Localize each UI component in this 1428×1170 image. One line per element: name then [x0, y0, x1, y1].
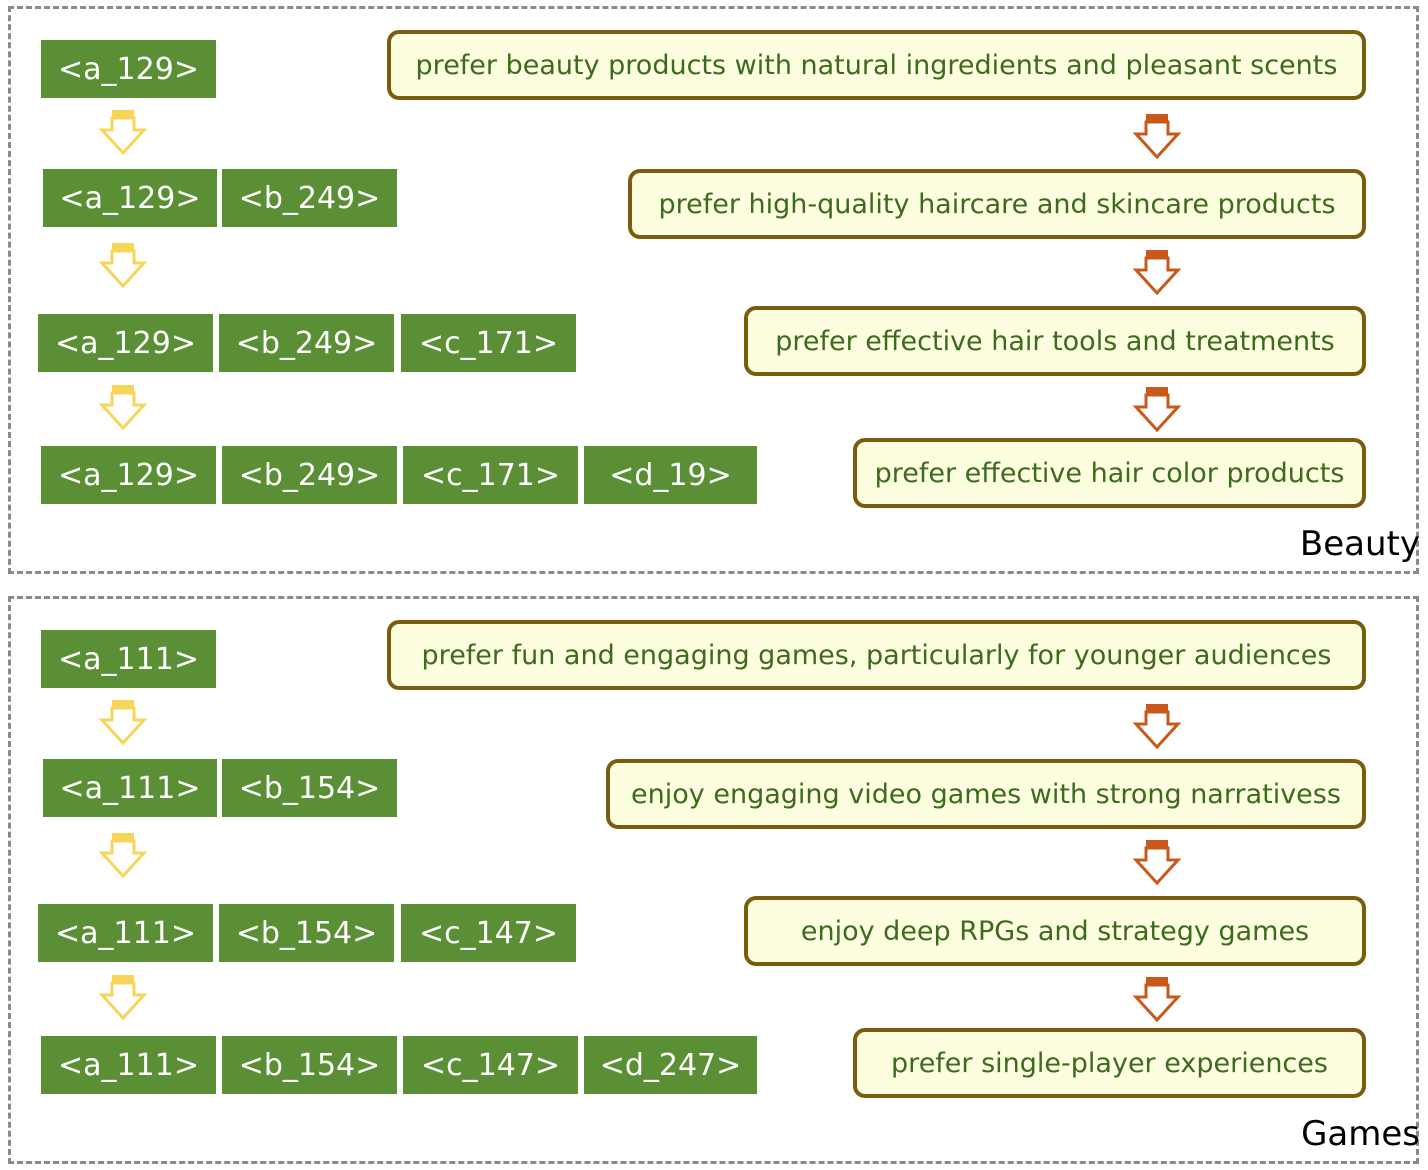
token: <d_247>: [584, 1036, 757, 1094]
down-arrow-icon: [1132, 704, 1182, 750]
description-box: prefer single-player experiences: [853, 1028, 1366, 1098]
down-arrow-icon: [98, 110, 148, 156]
description-box: prefer effective hair tools and treatmen…: [744, 306, 1366, 376]
down-arrow-icon: [98, 243, 148, 289]
down-arrow-icon: [1132, 387, 1182, 433]
token: <a_129>: [43, 169, 217, 227]
token: <c_147>: [401, 904, 576, 962]
down-arrow-icon: [98, 700, 148, 746]
down-arrow-icon: [1132, 840, 1182, 886]
description-box: enjoy engaging video games with strong n…: [606, 759, 1366, 829]
down-arrow-icon: [98, 975, 148, 1021]
token: <a_111>: [41, 630, 216, 688]
down-arrow-icon: [98, 833, 148, 879]
token: <a_111>: [38, 904, 213, 962]
beauty-panel: [8, 6, 1419, 574]
token: <b_249>: [219, 314, 394, 372]
token: <b_154>: [222, 1036, 397, 1094]
token: <c_147>: [403, 1036, 578, 1094]
token: <a_129>: [41, 446, 216, 504]
description-box: prefer beauty products with natural ingr…: [387, 30, 1366, 100]
token: <a_111>: [43, 759, 217, 817]
token: <d_19>: [584, 446, 757, 504]
token: <b_154>: [222, 759, 397, 817]
token: <a_129>: [41, 40, 216, 98]
beauty-panel-title: Beauty: [1299, 524, 1420, 564]
down-arrow-icon: [1132, 114, 1182, 160]
description-box: prefer effective hair color products: [853, 438, 1366, 508]
token: <a_129>: [38, 314, 213, 372]
token: <c_171>: [401, 314, 576, 372]
games-panel-title: Games: [1301, 1114, 1420, 1154]
token: <c_171>: [403, 446, 578, 504]
token: <b_154>: [219, 904, 394, 962]
token: <b_249>: [222, 446, 397, 504]
description-box: enjoy deep RPGs and strategy games: [744, 896, 1366, 966]
down-arrow-icon: [1132, 250, 1182, 296]
token: <a_111>: [41, 1036, 216, 1094]
games-panel: [8, 596, 1419, 1164]
down-arrow-icon: [1132, 977, 1182, 1023]
down-arrow-icon: [98, 385, 148, 431]
description-box: prefer fun and engaging games, particula…: [387, 620, 1366, 690]
description-box: prefer high-quality haircare and skincar…: [628, 169, 1366, 239]
token: <b_249>: [222, 169, 397, 227]
